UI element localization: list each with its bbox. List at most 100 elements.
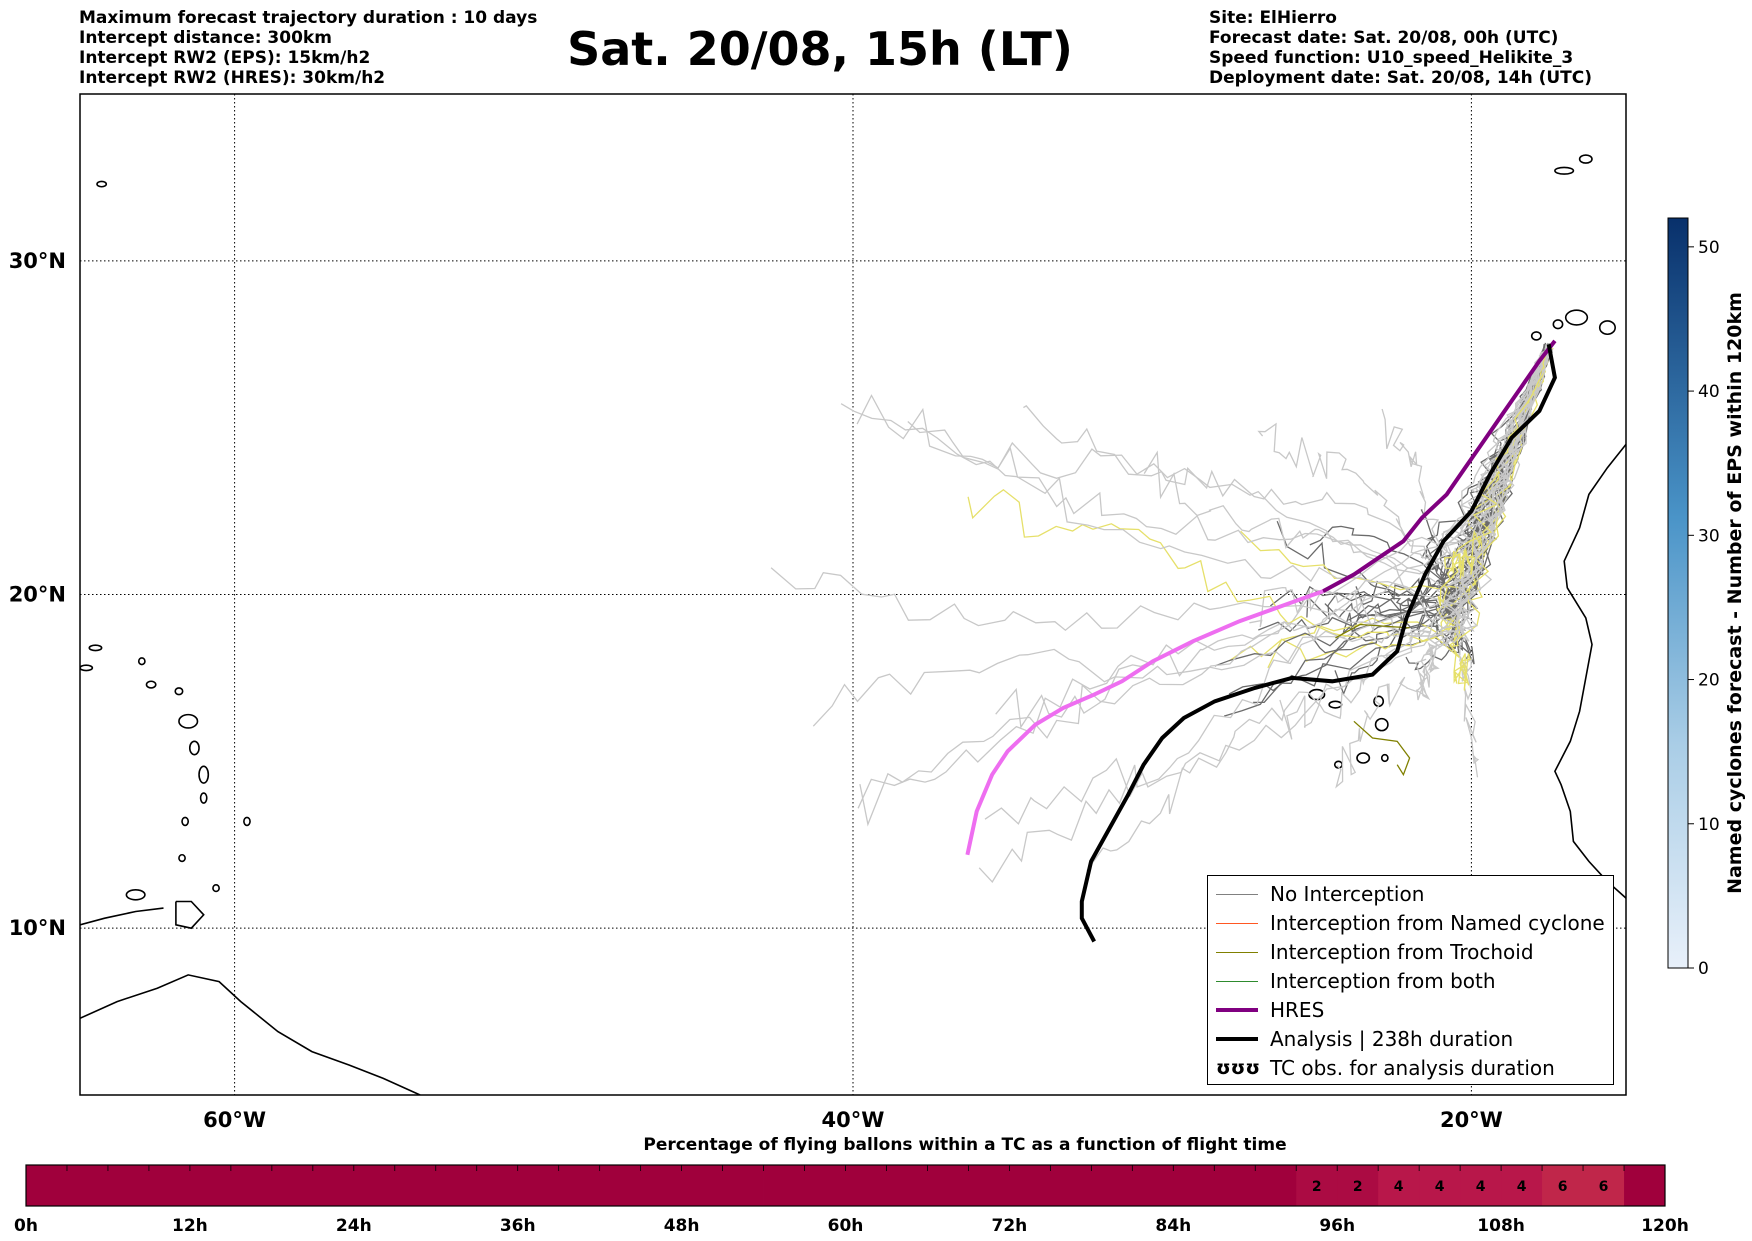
legend-swatch xyxy=(1216,1008,1258,1012)
info-line-site: Site: ElHierro xyxy=(1209,8,1337,28)
eps-track xyxy=(856,350,1549,575)
eps-track xyxy=(857,348,1548,809)
colorbar-tick-label: 50 xyxy=(1698,238,1720,258)
coastline-segment xyxy=(1554,443,1626,899)
time-bar-cell xyxy=(1173,1165,1215,1206)
island xyxy=(181,816,190,827)
time-bar-cell xyxy=(722,1165,764,1206)
info-line-rw2-hres: Intercept RW2 (HRES): 30km/h2 xyxy=(79,68,386,88)
island xyxy=(145,680,157,689)
eps-track xyxy=(995,348,1553,729)
hres-track-late xyxy=(965,589,1324,856)
time-bar-cell xyxy=(26,1165,68,1206)
island xyxy=(198,765,210,784)
time-bar-value: 6 xyxy=(1558,1179,1568,1195)
time-bar-value: 2 xyxy=(1312,1179,1322,1195)
island xyxy=(137,657,146,666)
legend-no-interception: No Interception xyxy=(1216,881,1424,907)
island xyxy=(199,792,208,804)
island xyxy=(1380,753,1389,763)
island xyxy=(96,180,108,188)
info-line-deployment-date: Deployment date: Sat. 20/08, 14h (UTC) xyxy=(1209,68,1593,88)
legend-swatch xyxy=(1216,893,1258,895)
axis-tick-labels: 60°W 40°W 20°W 30°N 20°N 10°N xyxy=(9,249,1503,1132)
time-bar-cell xyxy=(1419,1165,1461,1206)
time-bar-cell xyxy=(640,1165,682,1206)
island xyxy=(88,644,103,652)
time-bar-cell xyxy=(1132,1165,1174,1206)
coastline-segment xyxy=(80,907,164,926)
legend-swatch xyxy=(1216,980,1258,982)
time-bar-tick-label: 24h xyxy=(336,1216,372,1236)
time-bar-cell xyxy=(558,1165,601,1206)
coastline-segment xyxy=(175,900,205,930)
info-line-rw2-eps: Intercept RW2 (EPS): 15km/h2 xyxy=(79,48,371,68)
island xyxy=(188,740,200,756)
island xyxy=(1598,320,1616,336)
time-bar-cell xyxy=(1542,1165,1584,1206)
legend-label: Interception from both xyxy=(1270,969,1496,993)
time-bar-tick-label: 96h xyxy=(1319,1216,1355,1236)
lon-tick-label: 20°W xyxy=(1440,1108,1503,1132)
island xyxy=(1554,166,1575,175)
time-bar-cell xyxy=(1255,1165,1297,1206)
legend-both: Interception from both xyxy=(1216,968,1496,994)
colorbar-tick-label: 40 xyxy=(1698,382,1720,402)
legend: No Interception Interception from Named … xyxy=(1207,875,1614,1085)
time-bar-cell xyxy=(435,1165,478,1206)
legend-named-cyclone: Interception from Named cyclone xyxy=(1216,910,1605,936)
time-bar-cell xyxy=(1583,1165,1625,1206)
legend-trochoid: Interception from Trochoid xyxy=(1216,939,1534,965)
time-bar-cell xyxy=(1337,1165,1379,1206)
eps-track xyxy=(1279,344,1554,740)
time-bar-cell xyxy=(353,1165,396,1206)
legend-label: HRES xyxy=(1270,998,1325,1022)
time-bar-cell xyxy=(476,1165,519,1206)
time-bar-tick-label: 12h xyxy=(172,1216,208,1236)
lat-tick-label: 30°N xyxy=(9,249,66,273)
time-bar-cell xyxy=(312,1165,355,1206)
legend-swatch xyxy=(1216,922,1258,924)
forecast-settings-info: Maximum forecast trajectory duration : 1… xyxy=(79,8,537,88)
time-bar-cell xyxy=(968,1165,1010,1206)
eps-track xyxy=(1455,347,1549,778)
island xyxy=(1578,154,1593,164)
time-bar-tick-label: 48h xyxy=(664,1216,700,1236)
time-bar-tick-label: 108h xyxy=(1477,1216,1525,1236)
eps-track xyxy=(770,342,1552,637)
trochoid-track xyxy=(1353,720,1411,777)
island xyxy=(212,883,220,893)
legend-swatch xyxy=(1216,1037,1258,1041)
trochoid-track xyxy=(1335,623,1410,639)
time-bar-tick-label: 120h xyxy=(1641,1216,1689,1236)
legend-label: Analysis | 238h duration xyxy=(1270,1027,1514,1051)
island xyxy=(178,853,186,863)
legend-analysis: Analysis | 238h duration xyxy=(1216,1026,1513,1052)
tc-percentage-bar: 2 2 4 4 4 4 6 60h 12h 24h 36h 48h 60h 72h 84h 96h 108h 12… xyxy=(14,1164,1689,1236)
colorbar-tick-label: 0 xyxy=(1698,959,1709,979)
time-bar-cell xyxy=(230,1165,273,1206)
info-line-duration: Maximum forecast trajectory duration : 1… xyxy=(79,8,538,28)
time-bar-cell xyxy=(1214,1165,1256,1206)
analysis-track xyxy=(1079,343,1557,943)
time-bar-cell xyxy=(763,1165,805,1206)
time-bar-value: 6 xyxy=(1599,1179,1609,1195)
tc-percentage-bar-title: Percentage of flying ballons within a TC… xyxy=(643,1135,1287,1155)
time-bar-tick-label: 84h xyxy=(1155,1216,1191,1236)
time-bar-tick-label: 36h xyxy=(500,1216,536,1236)
coastlines xyxy=(80,154,1626,1095)
time-bar-cell xyxy=(599,1165,642,1206)
island xyxy=(1530,331,1542,341)
site-info: Site: ElHierro Forecast date: Sat. 20/08… xyxy=(1209,8,1592,88)
time-bar-value: 2 xyxy=(1353,1179,1363,1195)
time-bar-frame xyxy=(25,1164,1666,1207)
colorbar-ticks: 0 10 20 30 40 50 xyxy=(1688,238,1720,979)
map-frame xyxy=(79,93,1627,1096)
time-bar-cell xyxy=(517,1165,560,1206)
legend-label: TC obs. for analysis duration xyxy=(1270,1056,1555,1080)
island xyxy=(243,816,251,827)
island xyxy=(174,687,184,696)
analysis-trajectory xyxy=(1079,343,1557,943)
time-bar-cell xyxy=(107,1165,150,1206)
colorbar-gradient xyxy=(1667,217,1689,969)
